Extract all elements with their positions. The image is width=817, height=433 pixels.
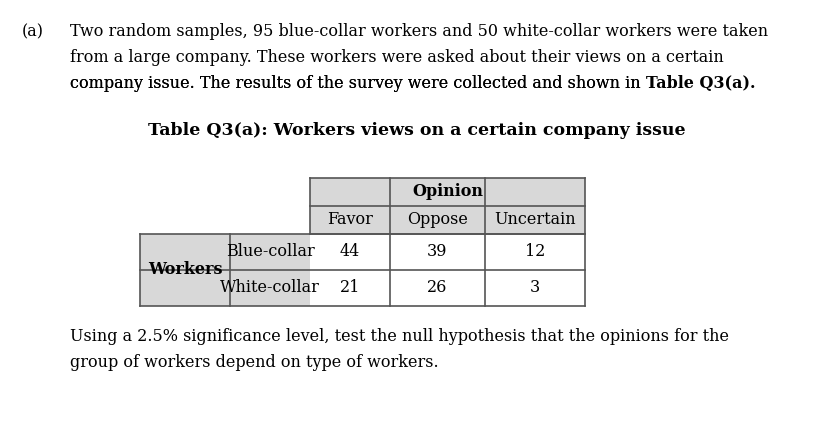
Bar [310, 234, 390, 270]
Text: Oppose: Oppose [407, 211, 468, 229]
Text: 39: 39 [427, 243, 448, 261]
Text: Using a 2.5% significance level, test the null hypothesis that the opinions for : Using a 2.5% significance level, test th… [70, 328, 729, 345]
Bar [310, 206, 390, 234]
Text: from a large company. These workers were asked about their views on a certain: from a large company. These workers were… [70, 49, 724, 66]
Text: 12: 12 [525, 243, 545, 261]
Bar [140, 234, 230, 306]
Bar [485, 234, 585, 270]
Text: Opinion: Opinion [412, 184, 483, 200]
Text: 3: 3 [530, 279, 540, 297]
Bar [485, 206, 585, 234]
Bar [140, 234, 230, 306]
Text: Favor: Favor [327, 211, 373, 229]
Bar [485, 270, 585, 306]
Text: Workers: Workers [148, 262, 222, 278]
Text: White-collar: White-collar [220, 279, 320, 297]
Text: 21: 21 [340, 279, 360, 297]
Text: Table Q3(a): Workers views on a certain company issue: Table Q3(a): Workers views on a certain … [148, 122, 685, 139]
Bar [390, 206, 485, 234]
Bar [390, 270, 485, 306]
Text: Table Q3(a).: Table Q3(a). [645, 75, 755, 92]
Text: 26: 26 [427, 279, 448, 297]
Text: company issue. The results of the survey were collected and shown in: company issue. The results of the survey… [70, 75, 645, 92]
Bar [230, 270, 310, 306]
Text: Blue-collar: Blue-collar [225, 243, 315, 261]
Text: Uncertain: Uncertain [494, 211, 576, 229]
Bar [310, 178, 390, 206]
Text: company issue. The results of the survey were collected and shown in: company issue. The results of the survey… [70, 75, 645, 92]
Bar [230, 234, 310, 270]
Bar [310, 270, 390, 306]
Text: Two random samples, 95 blue-collar workers and 50 white-collar workers were take: Two random samples, 95 blue-collar worke… [70, 23, 768, 40]
Bar [485, 178, 585, 206]
Text: group of workers depend on type of workers.: group of workers depend on type of worke… [70, 354, 439, 371]
Bar [390, 234, 485, 270]
Text: 44: 44 [340, 243, 360, 261]
Text: (a): (a) [22, 23, 44, 40]
Bar [390, 178, 485, 206]
